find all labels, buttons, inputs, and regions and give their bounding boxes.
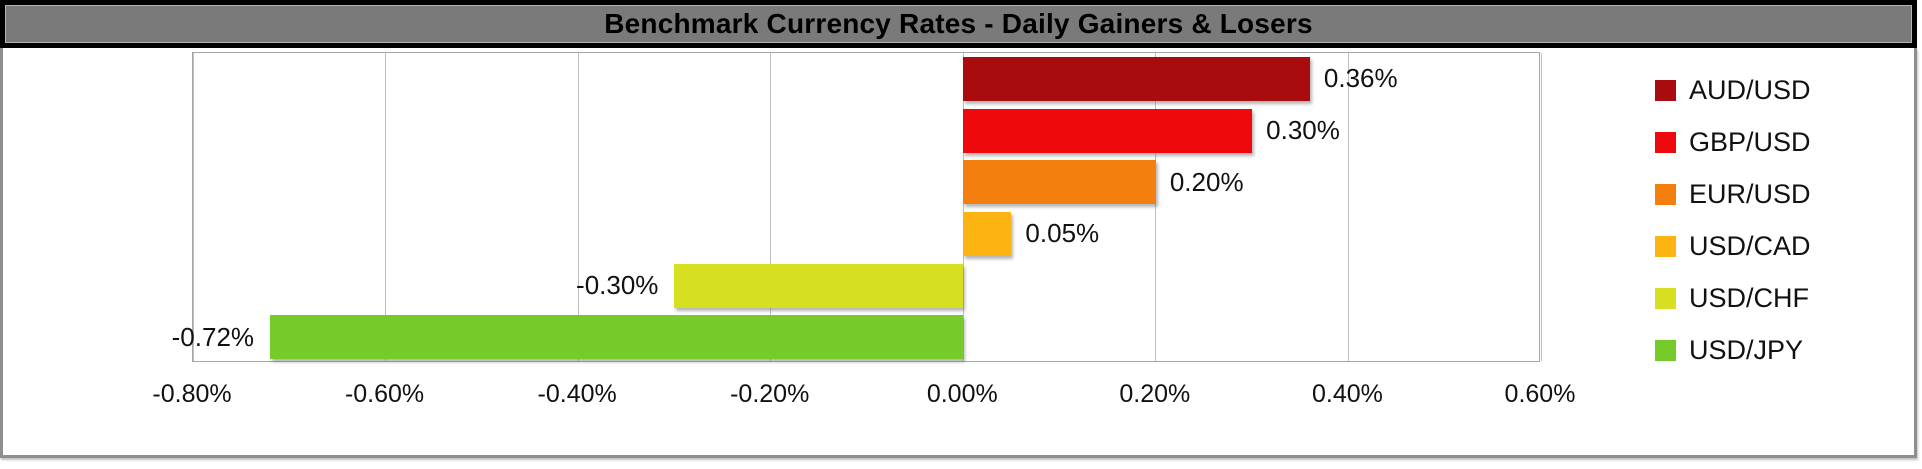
legend-swatch-icon [1655,79,1676,101]
legend-item-usd-cad[interactable]: USD/CAD [1655,220,1811,272]
legend-label: EUR/USD [1689,178,1811,209]
gridline [385,53,387,361]
chart-title: Benchmark Currency Rates - Daily Gainers… [604,8,1313,39]
data-label-eur-usd: 0.20% [1169,166,1244,197]
legend-label: USD/CAD [1689,230,1811,261]
x-tick-label: 0.40% [1311,380,1383,408]
bar-aud-usd[interactable] [963,56,1310,101]
gridline [577,53,579,361]
gridline [192,53,194,361]
x-axis: -0.80% -0.60% -0.40% -0.20% 0.00% 0.20% 0.40% 0… [152,380,1575,420]
plot-area: 0.36% 0.30% 0.20% 0.05% -0.30% -0.72% [172,52,1542,362]
x-tick-label: -0.80% [152,380,232,408]
legend-item-eur-usd[interactable]: EUR/USD [1655,168,1811,220]
bar-usd-jpy[interactable] [270,315,964,360]
legend: AUD/USD GBP/USD EUR/USD USD/CAD USD/CHF USD/J… [1655,64,1811,376]
legend-label: GBP/USD [1689,126,1811,157]
chart-frame: Benchmark Currency Rates - Daily Gainers… [0,0,1917,458]
gridline [962,53,964,361]
legend-swatch-icon [1655,235,1676,257]
x-tick-label: -0.60% [344,380,425,408]
data-label-usd-jpy: -0.72% [171,321,255,352]
legend-swatch-icon [1655,183,1676,205]
legend-label: USD/CHF [1689,282,1809,313]
gridline [770,53,772,361]
gridline [1540,53,1542,361]
data-label-usd-chf: -0.30% [576,269,659,300]
chart-body: 0.36% 0.30% 0.20% 0.05% -0.30% -0.72% -0.80% -… [0,48,1917,458]
legend-swatch-icon [1655,131,1676,153]
gridline [1347,53,1349,361]
legend-item-gbp-usd[interactable]: GBP/USD [1655,116,1811,168]
data-label-usd-cad: 0.05% [1025,218,1100,249]
x-tick-label: 0.00% [926,380,998,408]
x-tick-label: -0.20% [730,380,810,408]
chart-title-bar: Benchmark Currency Rates - Daily Gainers… [0,0,1917,48]
legend-swatch-icon [1655,287,1676,309]
legend-label: AUD/USD [1689,74,1811,105]
legend-swatch-icon [1655,339,1676,361]
bar-eur-usd[interactable] [963,160,1156,205]
bar-usd-cad[interactable] [963,211,1012,256]
x-tick-label: -0.40% [537,380,617,408]
gridline [1155,53,1157,361]
legend-label: USD/JPY [1689,334,1804,365]
x-tick-label: 0.20% [1119,380,1191,408]
legend-item-usd-chf[interactable]: USD/CHF [1655,272,1811,324]
data-label-gbp-usd: 0.30% [1266,114,1340,145]
x-tick-label: 0.60% [1504,380,1576,408]
legend-item-aud-usd[interactable]: AUD/USD [1655,64,1811,116]
data-label-aud-usd: 0.36% [1323,63,1398,94]
bar-gbp-usd[interactable] [963,108,1253,153]
legend-item-usd-jpy[interactable]: USD/JPY [1655,324,1811,376]
bar-usd-chf[interactable] [674,263,964,308]
